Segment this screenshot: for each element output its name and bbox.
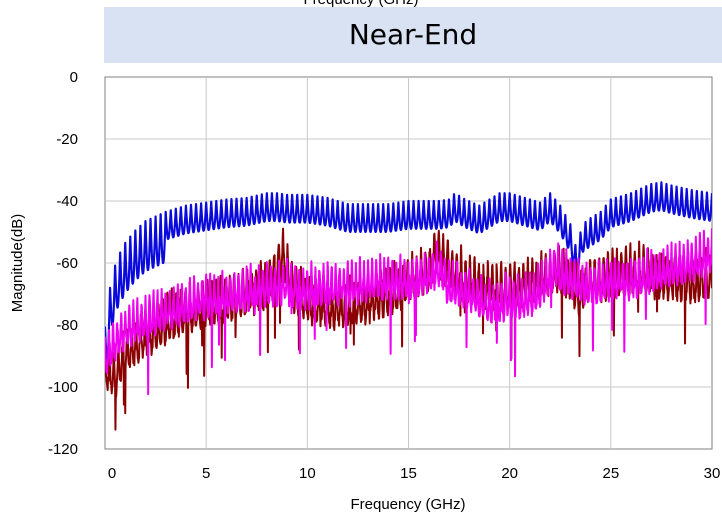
- y-tick-label: -20: [56, 131, 78, 148]
- x-tick-label: 20: [501, 465, 518, 482]
- chart-title-banner: Near-End: [104, 7, 722, 63]
- clipped-top-text: Frequency (GHz): [0, 0, 722, 8]
- series-layer: [105, 181, 712, 431]
- y-tick-label: -40: [56, 193, 78, 210]
- clipped-axis-label: Frequency (GHz): [0, 0, 722, 8]
- series-line-3: [105, 228, 712, 396]
- y-axis-title: Magnitude(dB): [9, 214, 26, 312]
- chart-title: Near-End: [348, 18, 478, 51]
- x-tick-label: 10: [299, 465, 316, 482]
- y-tick-label: -120: [48, 441, 78, 458]
- y-tick-label: 0: [70, 69, 78, 86]
- x-tick-label: 15: [400, 465, 417, 482]
- x-tick-label: 25: [602, 465, 619, 482]
- y-tick-label: -100: [48, 379, 78, 396]
- x-tick-label: 30: [704, 465, 721, 482]
- x-tick-label: 0: [108, 465, 116, 482]
- x-axis-title: Frequency (GHz): [350, 496, 465, 513]
- y-tick-label: -60: [56, 255, 78, 272]
- tick-labels: 0 5 10 15 20 25 30 0 -20 -40 -60 -80 -100 -120: [48, 69, 720, 482]
- series-line-1: [105, 181, 712, 360]
- x-tick-label: 5: [202, 465, 210, 482]
- y-tick-label: -80: [56, 317, 78, 334]
